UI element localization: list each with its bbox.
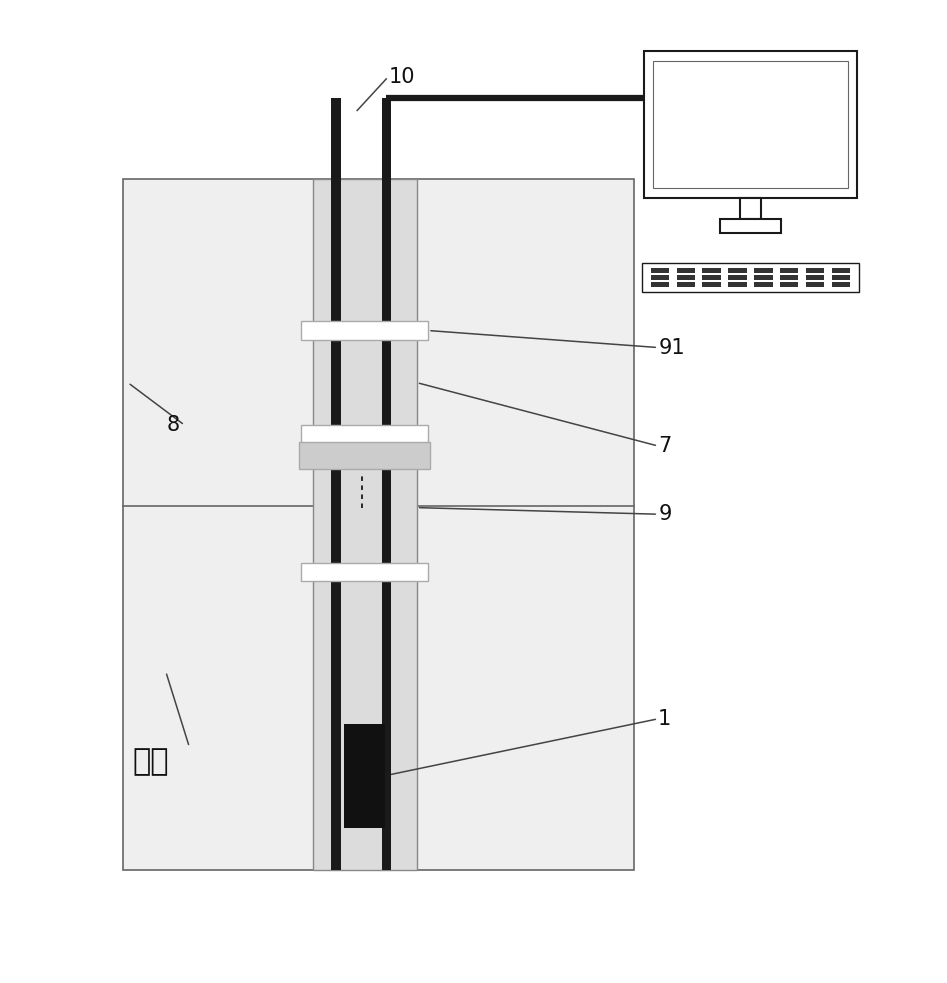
Bar [382, 179, 391, 870]
Bar [299, 442, 430, 469]
Bar [728, 282, 747, 286]
Bar [780, 275, 798, 279]
Bar [301, 321, 428, 340]
Bar [331, 98, 341, 179]
Bar [677, 268, 695, 272]
Bar [780, 268, 798, 272]
Bar [720, 219, 781, 233]
Bar [677, 282, 695, 286]
Bar [728, 275, 747, 279]
Bar [313, 179, 417, 870]
Bar [301, 562, 428, 582]
Bar [703, 282, 721, 286]
Bar [728, 268, 747, 272]
Bar [382, 98, 391, 179]
Bar [780, 282, 798, 286]
Bar [831, 268, 850, 272]
Bar [123, 179, 634, 870]
Bar [651, 275, 670, 279]
Bar [653, 61, 848, 189]
Bar [703, 268, 721, 272]
Bar [344, 723, 385, 828]
Bar [806, 282, 824, 286]
Bar [651, 282, 670, 286]
Bar [331, 179, 341, 870]
Bar [642, 263, 860, 292]
Bar [301, 426, 428, 444]
Bar [754, 275, 773, 279]
Text: 10: 10 [388, 67, 415, 87]
Bar [754, 268, 773, 272]
Bar [741, 198, 761, 219]
Bar [644, 51, 857, 198]
Bar [831, 282, 850, 286]
Bar [831, 275, 850, 279]
Text: 91: 91 [658, 337, 685, 358]
Bar [651, 268, 670, 272]
Text: 油层: 油层 [133, 747, 170, 776]
Text: 7: 7 [658, 436, 671, 456]
Bar [703, 275, 721, 279]
Bar [806, 275, 824, 279]
Text: 8: 8 [167, 415, 180, 435]
Bar [806, 268, 824, 272]
Text: 9: 9 [658, 504, 671, 524]
Bar [754, 282, 773, 286]
Text: 1: 1 [658, 709, 671, 728]
Bar [677, 275, 695, 279]
